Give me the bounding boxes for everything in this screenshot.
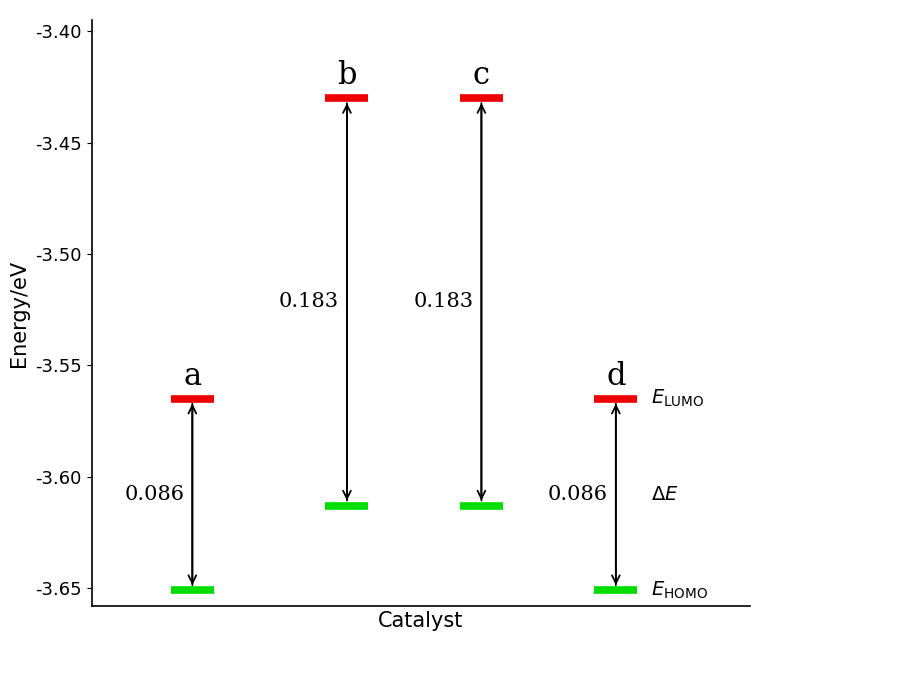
Text: $\Delta E$: $\Delta E$ <box>651 485 678 504</box>
Text: $E_{\mathrm{HOMO}}$: $E_{\mathrm{HOMO}}$ <box>651 579 708 601</box>
Text: 0.086: 0.086 <box>548 485 608 504</box>
Text: b: b <box>338 61 357 92</box>
Text: $E_{\mathrm{LUMO}}$: $E_{\mathrm{LUMO}}$ <box>651 388 705 409</box>
Text: a: a <box>183 361 201 392</box>
Text: c: c <box>473 61 490 92</box>
Y-axis label: Energy/eV: Energy/eV <box>9 259 29 367</box>
Text: d: d <box>606 361 626 392</box>
Text: 0.183: 0.183 <box>279 292 339 312</box>
Text: 0.183: 0.183 <box>414 292 473 312</box>
X-axis label: Catalyst: Catalyst <box>378 611 464 631</box>
Text: 0.086: 0.086 <box>124 485 184 504</box>
